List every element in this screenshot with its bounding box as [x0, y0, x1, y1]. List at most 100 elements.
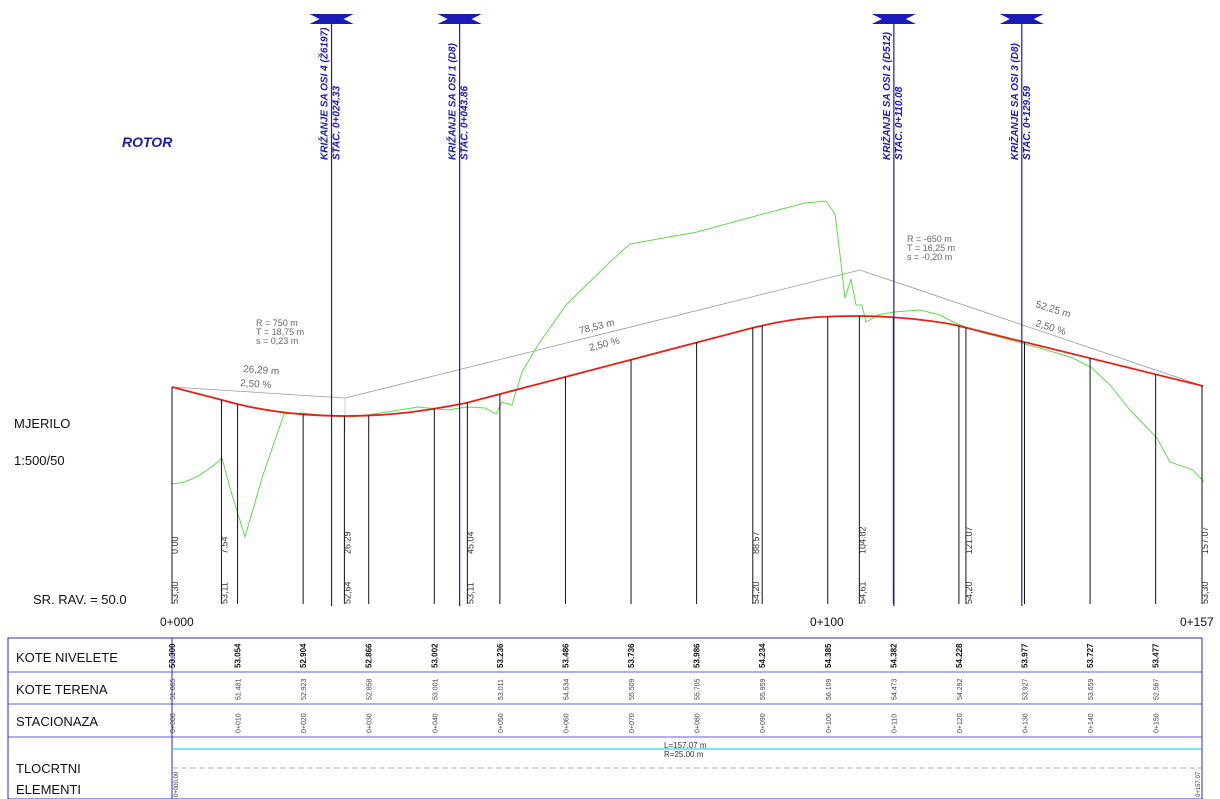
grade-1-length: 26,29 m	[243, 364, 280, 377]
cell-kote-terena: 52.923	[301, 678, 308, 700]
cell-kote-terena: 54.534	[563, 678, 570, 700]
cell-stacionaza: 0+120	[957, 713, 964, 733]
curve-1-deflection: s = 0,23 m	[256, 336, 298, 346]
crossing-station: STAC. 0+110.08	[894, 86, 905, 160]
grade-tangent-lines	[171, 269, 1204, 399]
cell-stacionaza: 0+060	[563, 713, 570, 733]
cell-kote-nivelete: 53.300	[168, 643, 177, 668]
elementi-end: 0+157.07	[1196, 771, 1202, 797]
curve-2-deflection: s = -0,20 m	[907, 252, 952, 262]
crossing-name: KRIŽANJE SA OSI 2 (D512)	[880, 31, 893, 160]
cell-stacionaza: 0+010	[236, 713, 243, 733]
cell-stacionaza: 0+140	[1088, 713, 1095, 733]
elementi-start: 0+000.00	[174, 771, 180, 797]
vertical-curve-2: R = -650 m T = 16,25 m s = -0,20 m	[907, 234, 955, 262]
key-point-station: 157.07	[1200, 526, 1210, 554]
row-label-tlocrtni: TLOCRTNI	[16, 761, 81, 776]
cell-kote-nivelete: 54.382	[889, 643, 898, 668]
cell-kote-nivelete: 54.385	[824, 643, 833, 668]
crossing-name: KRIŽANJE SA OSI 4 (Ž6197)	[318, 27, 331, 160]
key-point-elevation: 53,11	[465, 582, 475, 604]
cell-stacionaza: 0+090	[760, 713, 767, 733]
cell-stacionaza: 0+080	[695, 713, 702, 733]
cell-kote-terena: 52.858	[367, 678, 374, 700]
key-point-elevation: 53,30	[1200, 581, 1210, 604]
cell-stacionaza: 0+100	[826, 713, 833, 733]
table-cells: 53.300 51.865 0+000 53.054 51.481 0+010 52.904…	[168, 643, 1161, 733]
key-point-station: 88.57	[751, 531, 761, 554]
cell-kote-nivelete: 54.234	[758, 643, 767, 668]
tlocrtni-radius: R=25.00 m	[664, 750, 704, 759]
key-point-elevation: 54,20	[964, 581, 974, 604]
key-point-elevation: 53,30	[170, 581, 180, 604]
grade-3-length: 52,25 m	[1034, 299, 1072, 320]
crossing-flag-icon	[999, 14, 1044, 24]
crossing-name: KRIŽANJE SA OSI 3 (D8)	[1008, 42, 1021, 160]
cell-kote-terena: 53.001	[432, 678, 439, 700]
key-point-station: 7.54	[219, 536, 229, 554]
crossing-flag-icon	[437, 14, 482, 24]
tlocrtni-length: L=157.07 m	[664, 741, 707, 750]
curve-1-radius: R = 750 m	[256, 318, 298, 328]
cell-kote-nivelete: 53.054	[234, 643, 243, 668]
curve-2-tangent: T = 16,25 m	[907, 243, 955, 253]
grade-3-slope: 2,50 %	[1034, 318, 1067, 338]
cell-kote-nivelete: 54.228	[955, 643, 964, 668]
cell-kote-nivelete: 53.477	[1152, 643, 1161, 668]
crossing-flag-icon	[309, 14, 354, 24]
vertical-curve-1: R = 750 m T = 18,75 m s = 0,23 m	[256, 318, 304, 346]
grade-2-slope: 2,50 %	[588, 336, 621, 354]
cell-stacionaza: 0+130	[1022, 713, 1029, 733]
station-axis-end: 0+157	[1180, 615, 1214, 629]
crossing-lines: KRIŽANJE SA OSI 4 (Ž6197) STAC. 0+024.33 K…	[309, 14, 1044, 606]
station-axis-start: 0+000	[160, 615, 194, 629]
cell-kote-nivelete: 53.986	[693, 643, 702, 668]
cell-kote-nivelete: 53.236	[496, 643, 505, 668]
row-label-kote-nivelete: KOTE NIVELETE	[16, 650, 118, 665]
key-point-station: 45.04	[465, 531, 475, 554]
key-point-labels: 0.00 53,30 7.54 53,11 26.29 52,64 45.04 53,11 88…	[170, 526, 1210, 604]
cell-kote-terena: 54.473	[891, 678, 898, 700]
key-point-station: 121.07	[964, 526, 974, 554]
cell-stacionaza: 0+030	[367, 713, 374, 733]
key-point-elevation: 54,61	[857, 581, 867, 604]
crossing-station: STAC. 0+129.59	[1022, 86, 1033, 160]
cell-kote-terena: 51.481	[236, 678, 243, 700]
cell-kote-nivelete: 53.486	[561, 643, 570, 668]
scale-label: MJERILO	[14, 416, 70, 431]
cell-kote-terena: 54.292	[957, 678, 964, 700]
grade-2-length: 78,53 m	[578, 317, 616, 336]
niveleta-line	[171, 315, 1204, 417]
key-point-station: 104.82	[857, 526, 867, 554]
cell-kote-terena: 53.927	[1022, 678, 1029, 700]
cell-kote-nivelete: 52.904	[299, 643, 308, 668]
key-point-station: 0.00	[170, 536, 180, 554]
cell-kote-nivelete: 53.002	[430, 643, 439, 668]
scale-value: 1:500/50	[14, 453, 65, 468]
cell-stacionaza: 0+150	[1154, 713, 1161, 733]
crossing-station: STAC. 0+024.33	[332, 86, 343, 160]
terrain-line	[171, 200, 1205, 539]
cell-kote-terena: 53.659	[1088, 678, 1095, 700]
curve-1-tangent: T = 18,75 m	[256, 327, 304, 337]
cell-kote-nivelete: 53.736	[627, 643, 636, 668]
curve-2-radius: R = -650 m	[907, 234, 952, 244]
key-point-station: 26.29	[342, 531, 352, 554]
key-point-elevation: 54,20	[751, 581, 761, 604]
grade-1-slope: 2,50 %	[240, 378, 272, 391]
drawing-title: ROTOR	[122, 134, 173, 150]
cell-kote-nivelete: 53.727	[1086, 643, 1095, 668]
data-table: KOTE NIVELETE KOTE TERENA STACIONAZA TLO…	[7, 637, 1203, 799]
cell-stacionaza: 0+050	[498, 713, 505, 733]
cell-stacionaza: 0+040	[432, 713, 439, 733]
row-label-stacionaza: STACIONAZA	[16, 714, 98, 729]
cell-kote-terena: 51.865	[170, 678, 177, 700]
cell-stacionaza: 0+000	[170, 713, 177, 733]
cell-kote-terena: 55.959	[760, 678, 767, 700]
cell-kote-terena: 55.509	[629, 678, 636, 700]
datum-label: SR. RAV. = 50.0	[33, 592, 127, 607]
key-point-elevation: 52,64	[342, 581, 352, 604]
row-label-elementi: ELEMENTI	[16, 782, 81, 797]
crossing-name: KRIŽANJE SA OSI 1 (D8)	[446, 42, 459, 160]
